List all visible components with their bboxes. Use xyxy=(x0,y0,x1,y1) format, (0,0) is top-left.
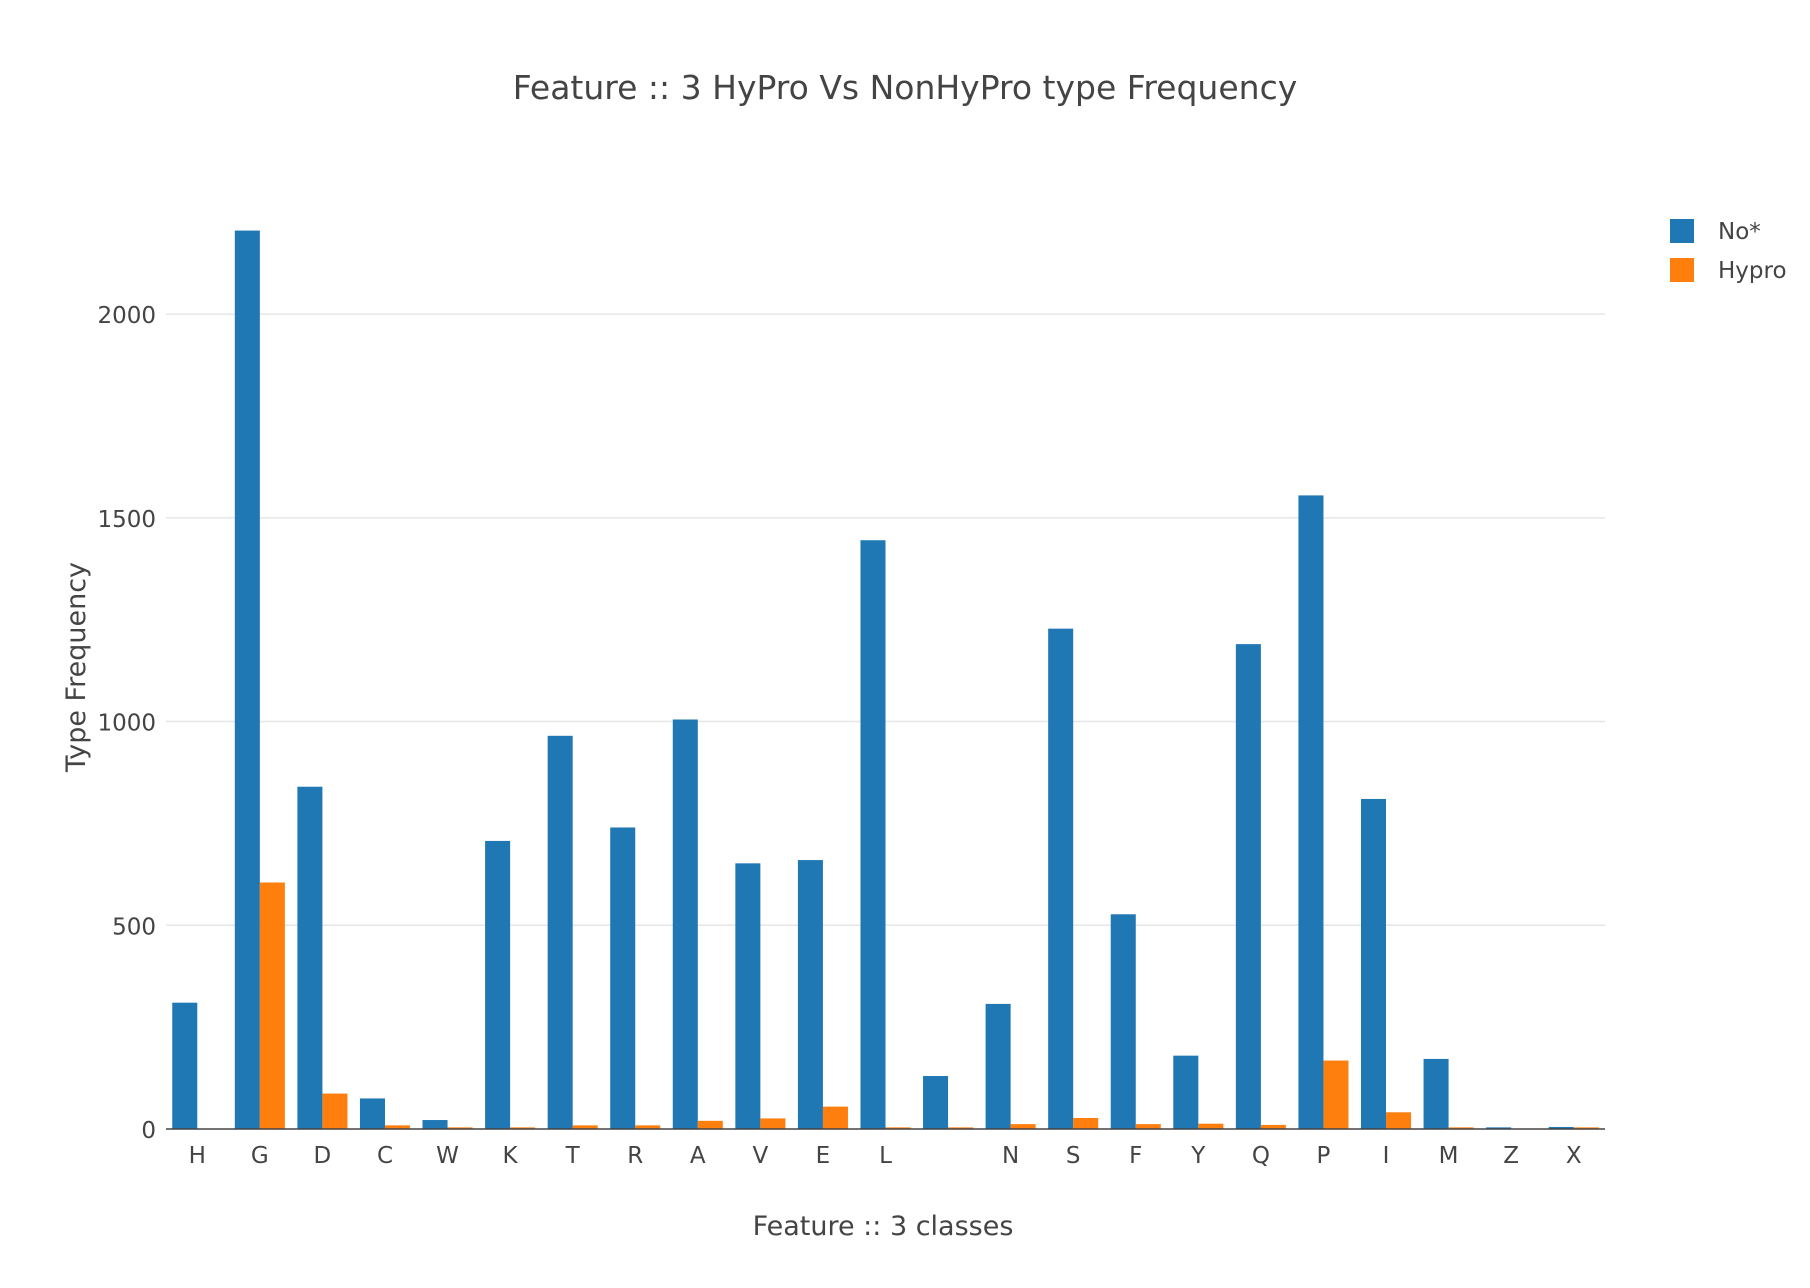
legend-label: No* xyxy=(1718,219,1761,245)
bar-series2 xyxy=(572,1125,598,1129)
x-axis-title: Feature :: 3 classes xyxy=(753,1211,1014,1242)
bar-series2 xyxy=(1448,1127,1474,1129)
x-tick-label: P xyxy=(1317,1143,1331,1169)
x-tick-label: Q xyxy=(1252,1143,1270,1169)
x-tick-label: A xyxy=(690,1143,706,1169)
bar-series1 xyxy=(1048,628,1074,1129)
bar-series1 xyxy=(1360,798,1387,1129)
bar-series2 xyxy=(1573,1127,1599,1129)
x-tick-label: L xyxy=(879,1143,892,1169)
bar-series1 xyxy=(1110,914,1136,1129)
bar-series1 xyxy=(1548,1126,1574,1129)
y-tick-label: 2000 xyxy=(97,303,156,329)
legend: No* Hypro xyxy=(1670,219,1787,284)
x-tick-label: G xyxy=(251,1143,269,1169)
bar-series2 xyxy=(1073,1117,1099,1129)
legend-swatch xyxy=(1670,258,1694,282)
bar-series2 xyxy=(822,1106,848,1129)
x-tick-label: M xyxy=(1439,1143,1459,1169)
bar-series1 xyxy=(172,1002,198,1129)
y-tick-label: 1500 xyxy=(97,507,156,533)
bar-series1 xyxy=(1298,495,1324,1129)
x-tick-label: X xyxy=(1566,1143,1582,1169)
x-tick-label: Y xyxy=(1190,1143,1206,1169)
bars xyxy=(172,230,1599,1129)
bar-series2 xyxy=(635,1125,661,1129)
y-tick-label: 500 xyxy=(112,914,156,940)
bar-series1 xyxy=(985,1003,1011,1129)
x-tick-label: V xyxy=(753,1143,769,1169)
bar-series2 xyxy=(259,882,285,1129)
y-tick-labels: 0 500 1000 1500 2000 xyxy=(97,303,156,1144)
x-tick-label: N xyxy=(1002,1143,1019,1169)
bar-series1 xyxy=(1423,1058,1449,1129)
x-tick-label: C xyxy=(377,1143,393,1169)
x-tick-label: W xyxy=(436,1143,459,1169)
bar-series1 xyxy=(610,827,636,1129)
chart-title: Feature :: 3 HyPro Vs NonHyPro type Freq… xyxy=(513,68,1298,107)
bar-series2 xyxy=(447,1127,473,1129)
bar-series2 xyxy=(948,1127,974,1129)
bar-series1 xyxy=(547,735,573,1129)
bar-series2 xyxy=(1323,1060,1349,1129)
bar-series2 xyxy=(1135,1124,1161,1129)
bar-series1 xyxy=(797,860,823,1129)
bar-series1 xyxy=(234,230,260,1129)
bar-series1 xyxy=(359,1098,385,1129)
bar-series1 xyxy=(923,1076,949,1129)
x-tick-label: K xyxy=(503,1143,519,1169)
y-tick-label: 0 xyxy=(141,1118,156,1144)
bar-series2 xyxy=(1198,1123,1224,1129)
x-tick-label: R xyxy=(627,1143,643,1169)
x-tick-label: F xyxy=(1129,1143,1142,1169)
legend-swatch xyxy=(1670,219,1694,243)
bar-series2 xyxy=(885,1127,911,1129)
y-axis-title: Type Frequency xyxy=(61,562,92,773)
bar-series2 xyxy=(1260,1124,1286,1129)
bar-series1 xyxy=(422,1120,448,1129)
bar-series1 xyxy=(672,719,698,1129)
x-tick-label: I xyxy=(1383,1143,1390,1169)
bar-series1 xyxy=(860,540,886,1129)
x-tick-label: T xyxy=(565,1143,581,1169)
y-tick-label: 1000 xyxy=(97,711,156,737)
x-tick-label: H xyxy=(189,1143,206,1169)
bar-series2 xyxy=(1010,1124,1036,1129)
bar-series1 xyxy=(735,863,761,1129)
x-tick-label: D xyxy=(314,1143,332,1169)
bar-series1 xyxy=(1486,1127,1512,1129)
x-tick-label: E xyxy=(816,1143,831,1169)
bar-series2 xyxy=(510,1127,536,1129)
bar-series2 xyxy=(760,1118,786,1129)
bar-series1 xyxy=(1235,644,1261,1129)
bar-series1 xyxy=(297,786,323,1129)
bar-series1 xyxy=(485,840,511,1129)
x-tick-label: Z xyxy=(1503,1143,1519,1169)
bar-series2 xyxy=(697,1120,723,1129)
bar-series2 xyxy=(1386,1112,1412,1129)
x-tick-label: S xyxy=(1066,1143,1081,1169)
bar-series2 xyxy=(322,1093,348,1129)
legend-label: Hypro xyxy=(1718,258,1787,284)
bar-series2 xyxy=(384,1125,411,1129)
bar-series1 xyxy=(1173,1055,1199,1129)
